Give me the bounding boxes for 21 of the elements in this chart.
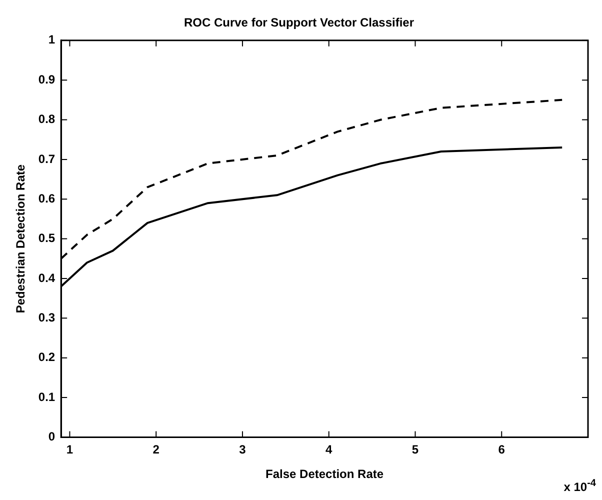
y-tick-label: 0.1 [38, 390, 56, 404]
x-tick-label: 4 [326, 442, 333, 457]
y-tick-label: 0.4 [38, 270, 56, 285]
y-tick-label: 1 [48, 32, 56, 47]
y-tick-label: 0 [48, 430, 56, 444]
y-tick-label: 0.5 [38, 231, 56, 246]
x-tick-label: 5 [412, 442, 419, 457]
x-tick-label: 6 [498, 442, 506, 457]
y-tick-label: 0.3 [38, 310, 56, 324]
y-tick-label: 0.7 [38, 152, 56, 166]
x-tick-label: 3 [239, 442, 246, 457]
x-axis-title: False Detection Rate [266, 467, 384, 482]
y-tick-label: 0.6 [38, 191, 56, 206]
text: x 10$^{-4}$ [564, 478, 596, 494]
y-tick-label: 0.8 [38, 112, 56, 126]
y-tick-label: 0.2 [38, 350, 56, 364]
x-tick-label: 1 [66, 442, 74, 457]
x-tick-label: 2 [152, 442, 160, 457]
y-tick-label: 0.9 [38, 72, 56, 86]
chart-title: ROC Curve for Support Vector Classifier [184, 16, 414, 30]
y-axis-title: Pedestrian Detection Rate [14, 164, 28, 314]
